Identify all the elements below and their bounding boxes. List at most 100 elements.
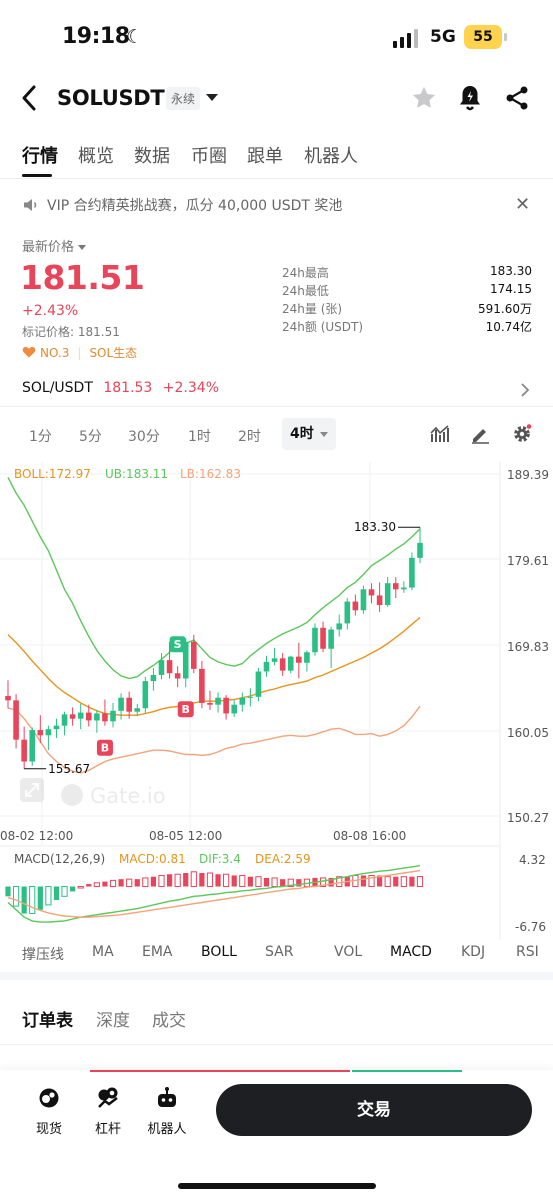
candle bbox=[360, 585, 367, 614]
candle bbox=[392, 577, 399, 599]
macd-bar bbox=[377, 875, 383, 887]
indicator-macd[interactable]: MACD bbox=[390, 944, 432, 960]
chevron-down-icon bbox=[319, 431, 328, 437]
candle bbox=[263, 655, 270, 677]
svg-text:B: B bbox=[182, 703, 190, 716]
tab-data[interactable]: 数据 bbox=[134, 146, 170, 167]
candle bbox=[287, 655, 294, 674]
candle bbox=[118, 693, 124, 720]
candle bbox=[344, 598, 351, 630]
interval-1h[interactable]: 1时 bbox=[188, 429, 211, 445]
macd-bar bbox=[5, 886, 11, 897]
announcement-text[interactable]: VIP 合约精英挑战赛，瓜分 40,000 USDT 奖池 bbox=[47, 198, 343, 214]
symbol-dropdown-icon[interactable] bbox=[206, 94, 218, 101]
candle bbox=[255, 667, 262, 702]
tab-market[interactable]: 行情 bbox=[22, 146, 58, 167]
close-icon[interactable]: ✕ bbox=[515, 194, 531, 215]
indicator-rsi[interactable]: RSI bbox=[516, 944, 539, 960]
indicator-sar[interactable]: SAR bbox=[265, 944, 294, 960]
last-price: 181.51 bbox=[20, 258, 145, 297]
macd-bar bbox=[45, 886, 52, 906]
candle bbox=[69, 707, 76, 726]
ecosystem-tag[interactable]: SOL生态 bbox=[89, 346, 138, 360]
contract-symbol[interactable]: SOLUSDT bbox=[57, 86, 165, 110]
divider bbox=[0, 178, 553, 179]
candle bbox=[53, 718, 60, 738]
indicator-ema[interactable]: EMA bbox=[142, 944, 173, 960]
hot-rank-icon bbox=[22, 346, 36, 358]
boll-mid-legend: BOLL:172.97 bbox=[14, 467, 91, 481]
interval-4h[interactable]: 4时 bbox=[282, 418, 336, 450]
settings-gear-icon[interactable] bbox=[512, 424, 532, 444]
indicator-vol[interactable]: VOL bbox=[334, 944, 363, 960]
nav-spot[interactable]: 现货 bbox=[22, 1086, 76, 1137]
macd-bar bbox=[93, 882, 100, 888]
nav-margin[interactable]: 杠杆 bbox=[81, 1086, 135, 1137]
macd-bar bbox=[409, 876, 415, 887]
macd-bar bbox=[328, 877, 334, 887]
interval-2h[interactable]: 2时 bbox=[238, 429, 261, 445]
tab-trades[interactable]: 成交 bbox=[152, 1011, 186, 1031]
macd-bar bbox=[37, 886, 43, 910]
last-price-selector[interactable]: 最新价格 bbox=[22, 236, 87, 255]
draw-tool-icon[interactable] bbox=[470, 424, 490, 444]
candle bbox=[336, 614, 343, 637]
nav-bots[interactable]: 机器人 bbox=[140, 1086, 194, 1137]
active-tab-indicator bbox=[22, 174, 52, 177]
boll-lower-line bbox=[7, 705, 421, 774]
favorite-star-icon[interactable] bbox=[410, 84, 438, 112]
macd-bar bbox=[296, 879, 302, 887]
indicator-support-resistance[interactable]: 撑压线 bbox=[22, 947, 64, 963]
interval-30m[interactable]: 30分 bbox=[128, 429, 160, 445]
status-bar: 19:18 ☾ 5G 55 bbox=[0, 0, 553, 72]
low-price-label: 155.67 bbox=[48, 762, 90, 776]
indicator-boll[interactable]: BOLL bbox=[201, 944, 237, 960]
tab-copy-trading[interactable]: 跟单 bbox=[247, 146, 283, 167]
candle bbox=[126, 691, 132, 719]
tab-overview[interactable]: 概览 bbox=[78, 146, 114, 167]
trade-button[interactable]: 交易 bbox=[216, 1084, 532, 1136]
tab-bots[interactable]: 机器人 bbox=[304, 146, 358, 167]
sell-marker: S bbox=[169, 636, 186, 653]
moon-icon: ☾ bbox=[126, 26, 144, 48]
candle bbox=[231, 700, 237, 717]
tab-orderbook[interactable]: 订单表 bbox=[22, 1011, 73, 1031]
macd-bar bbox=[287, 878, 294, 888]
boll-upper-legend: UB:183.11 bbox=[105, 467, 168, 481]
announcement-bar[interactable]: VIP 合约精英挑战赛，瓜分 40,000 USDT 奖池 ✕ bbox=[0, 190, 553, 222]
tab-community[interactable]: 币圈 bbox=[191, 146, 227, 167]
nav-label: 机器人 bbox=[147, 1122, 187, 1137]
stat-label: 24h额 (USDT) bbox=[282, 320, 364, 334]
indicator-chart-icon[interactable] bbox=[430, 424, 450, 444]
interval-1m[interactable]: 1分 bbox=[29, 429, 52, 445]
rank-row[interactable]: NO.3 | SOL生态 bbox=[22, 344, 137, 361]
macd-bar bbox=[53, 886, 60, 901]
back-arrow-icon[interactable] bbox=[16, 82, 42, 114]
kline-chart[interactable]: Gate.io BOLL:172.97 UB:183.11 LB:162.83 … bbox=[0, 462, 553, 940]
spot-price-row[interactable]: SOL/USDT 181.53 +2.34% bbox=[22, 380, 532, 402]
price-alert-bell-icon[interactable] bbox=[456, 83, 484, 113]
tab-depth[interactable]: 深度 bbox=[96, 1011, 130, 1031]
macd-bar bbox=[166, 874, 173, 887]
candle bbox=[158, 653, 165, 680]
macd-bar bbox=[77, 886, 84, 889]
macd-bar bbox=[280, 879, 286, 887]
stat-value: 591.60万 bbox=[478, 302, 532, 316]
macd-value: MACD:0.81 bbox=[119, 852, 186, 866]
macd-bar bbox=[206, 872, 214, 888]
share-icon[interactable] bbox=[503, 84, 531, 112]
indicator-kdj[interactable]: KDJ bbox=[461, 944, 486, 960]
macd-bar bbox=[134, 879, 140, 887]
macd-bar bbox=[384, 876, 391, 888]
macd-bar bbox=[215, 874, 221, 887]
interval-5m[interactable]: 5分 bbox=[79, 429, 102, 445]
stat-value: 10.74亿 bbox=[485, 320, 532, 334]
rank-number: NO.3 bbox=[40, 346, 70, 360]
divider bbox=[0, 406, 553, 407]
macd-bar bbox=[231, 875, 237, 887]
speaker-icon bbox=[24, 199, 37, 211]
macd-bar bbox=[263, 877, 270, 887]
macd-bar bbox=[336, 876, 343, 888]
indicator-ma[interactable]: MA bbox=[92, 944, 114, 960]
stat-label: 24h最高 bbox=[282, 266, 329, 280]
